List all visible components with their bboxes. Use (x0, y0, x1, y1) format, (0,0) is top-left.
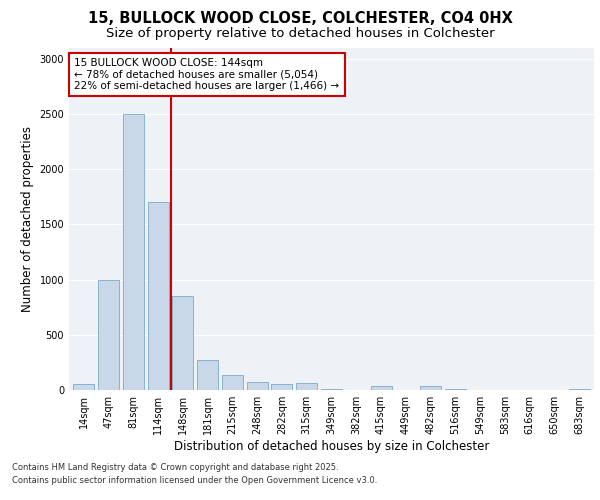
Y-axis label: Number of detached properties: Number of detached properties (21, 126, 34, 312)
Bar (98, 280, 119, 390)
Bar (123, 114, 144, 390)
Text: Contains public sector information licensed under the Open Government Licence v3: Contains public sector information licen… (12, 476, 377, 485)
Text: Contains HM Land Registry data © Crown copyright and database right 2025.: Contains HM Land Registry data © Crown c… (12, 462, 338, 471)
Bar (197, 360, 218, 390)
Text: 15 BULLOCK WOOD CLOSE: 144sqm
← 78% of detached houses are smaller (5,054)
22% o: 15 BULLOCK WOOD CLOSE: 144sqm ← 78% of d… (74, 58, 340, 91)
Bar (73, 384, 94, 390)
X-axis label: Distribution of detached houses by size in Colchester: Distribution of detached houses by size … (174, 440, 489, 453)
Bar (420, 386, 441, 390)
Bar (296, 383, 317, 390)
Bar (271, 384, 292, 390)
Bar (222, 374, 243, 390)
Bar (172, 296, 193, 390)
Text: Size of property relative to detached houses in Colchester: Size of property relative to detached ho… (106, 28, 494, 40)
Bar (321, 389, 342, 390)
Bar (247, 382, 268, 390)
Text: 15, BULLOCK WOOD CLOSE, COLCHESTER, CO4 0HX: 15, BULLOCK WOOD CLOSE, COLCHESTER, CO4 … (88, 11, 512, 26)
Bar (148, 202, 169, 390)
Bar (371, 386, 392, 390)
